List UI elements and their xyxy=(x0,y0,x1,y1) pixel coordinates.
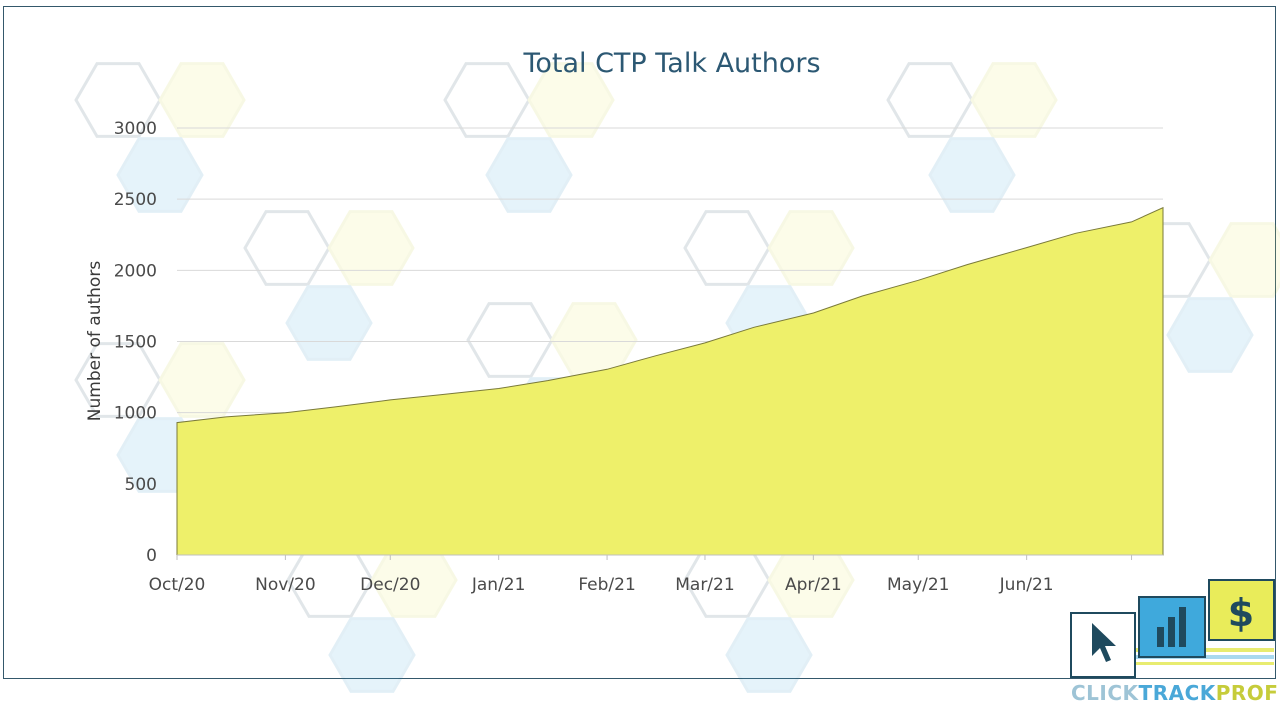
x-tick-label: Dec/20 xyxy=(360,575,420,595)
watermark-hex-cluster xyxy=(683,210,855,361)
x-tick-label: Jan/21 xyxy=(471,575,526,595)
y-tick-label: 1000 xyxy=(114,404,157,424)
watermark-bar-chart-icon xyxy=(928,137,1016,213)
watermark-cursor-icon xyxy=(74,62,162,138)
area-series xyxy=(176,206,1164,556)
watermark-cursor-icon xyxy=(886,62,974,138)
watermark-hex-cluster xyxy=(243,210,415,361)
x-tick-label: May/21 xyxy=(887,575,950,595)
x-tick-label: Apr/21 xyxy=(785,575,842,595)
watermark-cursor-icon xyxy=(243,210,331,286)
watermark-bar-chart-icon xyxy=(116,137,204,213)
watermark-cursor-icon xyxy=(466,302,554,378)
y-tick-label: 3000 xyxy=(114,119,157,139)
watermark-hex-cluster xyxy=(286,542,458,693)
watermark-bar-chart-icon xyxy=(285,285,373,361)
cursor-icon xyxy=(1070,612,1136,678)
watermark-cursor-icon xyxy=(443,62,531,138)
svg-text:$: $ xyxy=(1228,591,1254,635)
watermark-bar-chart-icon xyxy=(485,137,573,213)
bar-chart-icon xyxy=(1138,596,1206,658)
watermark-dollar-icon xyxy=(970,62,1058,138)
watermark-dollar-icon xyxy=(158,62,246,138)
x-tick-label: Oct/20 xyxy=(149,575,206,595)
logo-wordmark: CLICKTRACKPROFIT xyxy=(1071,681,1280,705)
watermark-bar-chart-icon xyxy=(725,617,813,693)
watermark-hex-cluster xyxy=(74,342,246,493)
chart-title: Total CTP Talk Authors xyxy=(522,48,820,79)
watermark-hex-cluster xyxy=(886,62,1058,213)
y-tick-label: 500 xyxy=(125,475,157,495)
watermark-dollar-icon xyxy=(767,210,855,286)
watermark-bar-chart-icon xyxy=(328,617,416,693)
watermark-bar-chart-icon xyxy=(1166,297,1254,373)
logo-word-click: CLICK xyxy=(1071,681,1140,705)
x-tick-label: Feb/21 xyxy=(578,575,635,595)
watermark-cursor-icon xyxy=(74,342,162,418)
logo-word-track: TRACK xyxy=(1139,681,1217,705)
x-tick-label: Jun/21 xyxy=(999,575,1054,595)
y-tick-label: 0 xyxy=(146,546,157,566)
watermark-hex-cluster xyxy=(74,62,246,213)
area-fill xyxy=(176,206,1164,556)
watermark-hex-cluster xyxy=(443,62,615,213)
watermark-cursor-icon xyxy=(683,210,771,286)
watermark xyxy=(74,62,1280,693)
watermark-dollar-icon xyxy=(158,342,246,418)
y-axis-label: Number of authors xyxy=(85,261,105,422)
x-tick-label: Mar/21 xyxy=(675,575,734,595)
x-tick-label: Nov/20 xyxy=(255,575,316,595)
y-tick-label: 2000 xyxy=(114,261,157,281)
y-tick-label: 1500 xyxy=(114,333,157,353)
watermark-dollar-icon xyxy=(327,210,415,286)
clicktrackprofit-logo: $ CLICKTRACKPROFIT xyxy=(1063,575,1280,705)
watermark-dollar-icon xyxy=(527,62,615,138)
y-tick-label: 2500 xyxy=(114,190,157,210)
watermark-dollar-icon xyxy=(1208,222,1280,298)
watermark-hex-cluster xyxy=(683,542,855,693)
logo-word-profit: PROFIT xyxy=(1216,681,1280,705)
dollar-icon: $ xyxy=(1208,579,1275,641)
